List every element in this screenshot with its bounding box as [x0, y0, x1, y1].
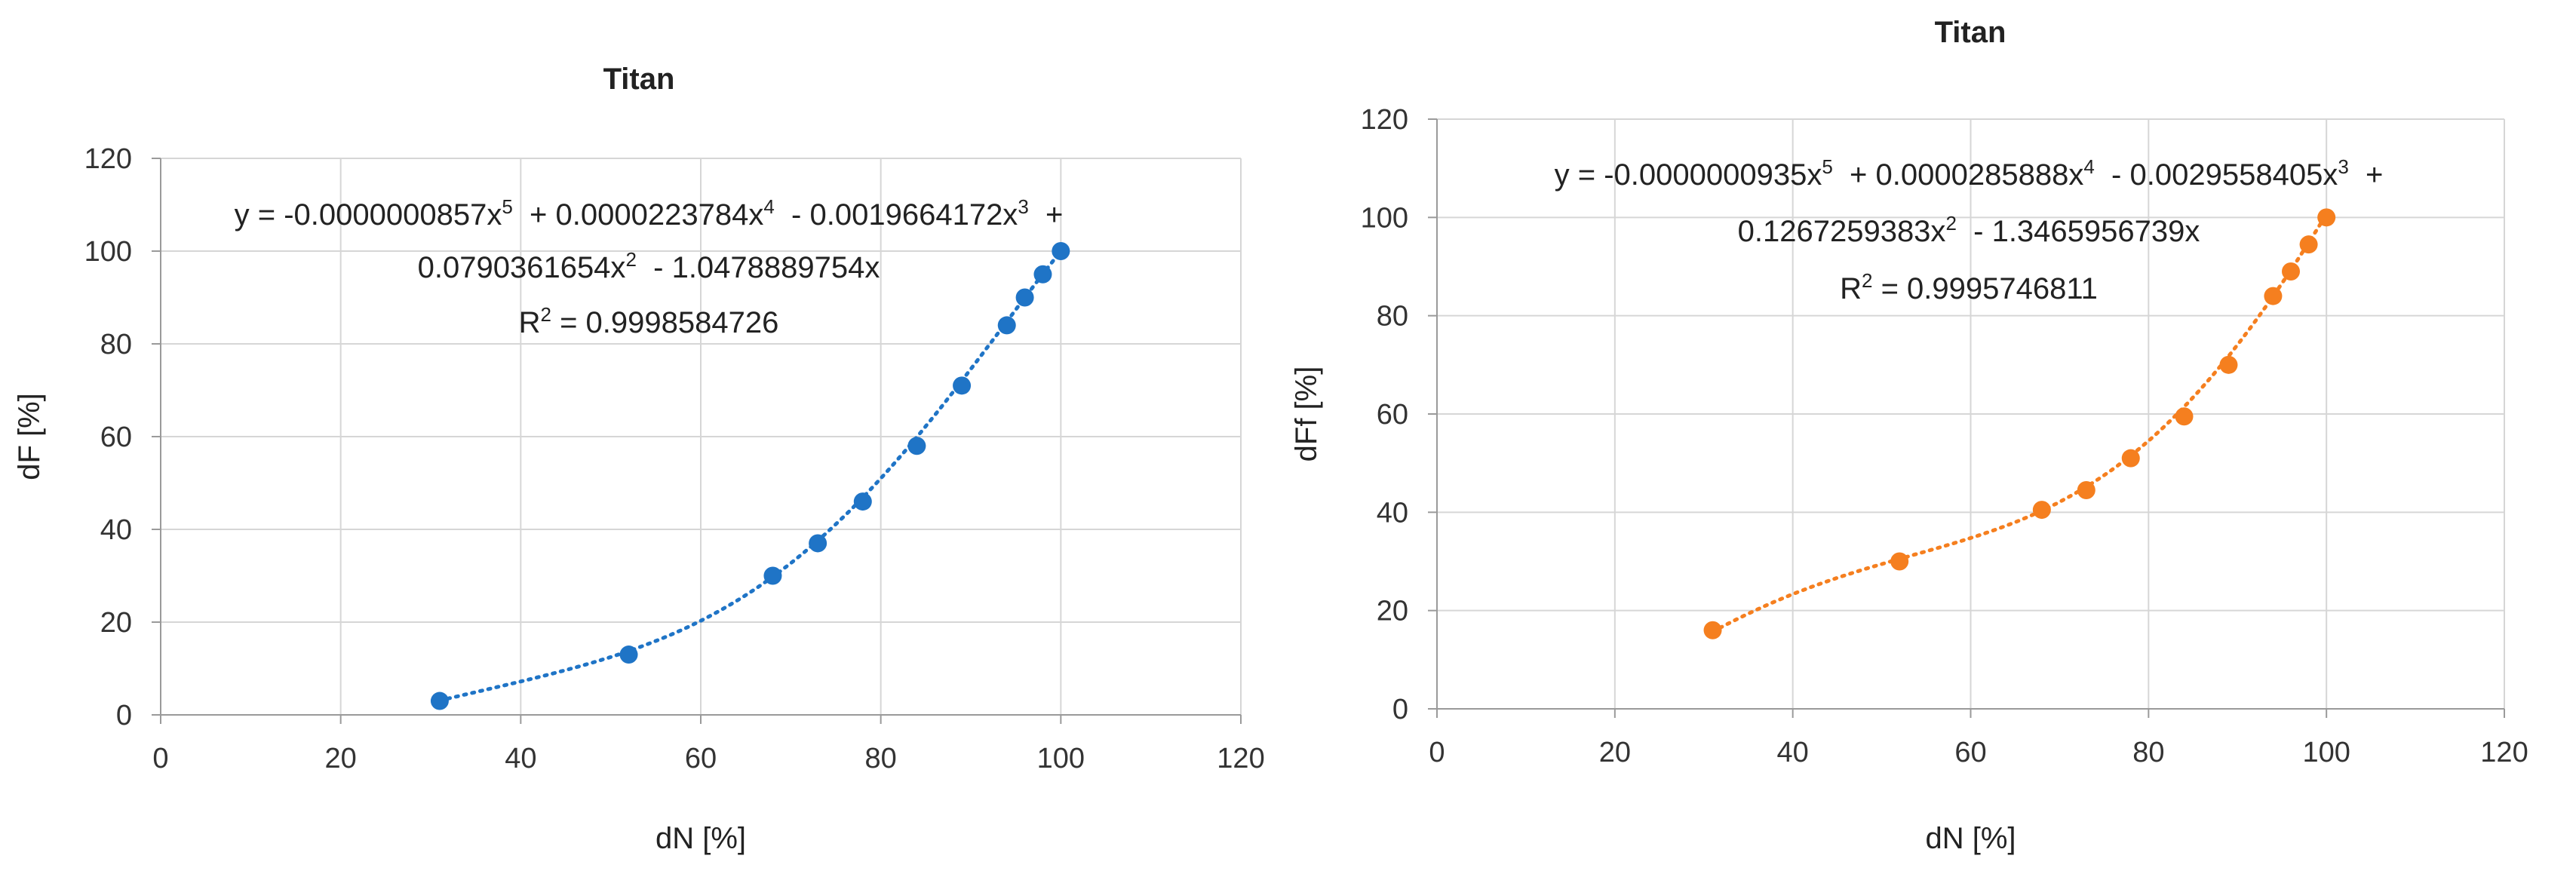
data-point: [907, 437, 926, 455]
chart-title: Titan: [1935, 16, 2006, 49]
chart-right: 0 20 40 60 80 100 120 0 20 40 60 80 100 120 Titan dN [%…: [1290, 16, 2528, 855]
x-tick-label: 100: [1037, 743, 1085, 774]
data-point: [1052, 242, 1070, 260]
equation-exponent: 2: [541, 303, 551, 326]
r-squared-label: R2 = 0.9995746811: [1840, 269, 2098, 305]
data-point: [619, 645, 638, 664]
data-point: [2175, 407, 2194, 426]
y-tick-label: 80: [100, 329, 132, 360]
data-point: [2121, 449, 2140, 468]
equation-exponent: 5: [502, 195, 512, 218]
equation-exponent: 4: [2083, 155, 2094, 178]
data-point: [2077, 481, 2095, 500]
x-tick-label: 80: [865, 743, 897, 774]
trendline-equation: y = -0.0000000935x5 + 0.0000285888x4 - 0…: [1555, 155, 2384, 192]
equation-text: + 0.0000285888x: [1833, 158, 2084, 192]
data-point: [2219, 355, 2238, 374]
x-tick-label: 60: [1954, 737, 1986, 768]
equation-text: R: [1840, 272, 1862, 305]
equation-text: = 0.9995746811: [1872, 272, 2097, 305]
trendline-equation: 0.0790361654x2 - 1.0478889754x: [418, 248, 880, 284]
data-point: [2299, 235, 2318, 254]
x-tick-label: 40: [1777, 737, 1809, 768]
y-tick-label: 100: [1361, 202, 1408, 234]
trendline-equation: y = -0.0000000857x5 + 0.0000223784x4 - 0…: [235, 195, 1064, 232]
x-tick-label: 20: [1599, 737, 1631, 768]
y-axis-label: dF [%]: [13, 393, 46, 480]
y-tick-label: 40: [1377, 497, 1408, 529]
equation-exponent: 5: [1822, 155, 1832, 178]
x-tick-label: 0: [1429, 737, 1445, 768]
data-point: [997, 316, 1016, 335]
x-axis-label: dN [%]: [1925, 822, 2016, 855]
y-tick-label: 0: [1392, 694, 1408, 725]
data-point: [1033, 265, 1052, 284]
data-point: [853, 492, 872, 511]
y-tick-label: 20: [1377, 596, 1408, 627]
equation-exponent: 2: [1862, 269, 1872, 292]
data-point: [809, 534, 827, 553]
x-tick-label: 40: [505, 743, 536, 774]
data-point: [2032, 501, 2051, 520]
y-tick-label: 40: [100, 514, 132, 546]
equation-text: - 0.0029558405x: [2095, 158, 2338, 192]
data-point: [430, 691, 449, 710]
chart-title: Titan: [603, 63, 675, 96]
equation-text: + 0.0000223784x: [513, 198, 764, 232]
equation-text: - 1.0478889754x: [637, 251, 880, 284]
data-point: [1890, 552, 1909, 571]
y-tick-label: 100: [84, 236, 132, 268]
equation-text: - 1.3465956739x: [1957, 215, 2200, 248]
trendline-equation: 0.1267259383x2 - 1.3465956739x: [1738, 212, 2200, 248]
equation-text: +: [2349, 158, 2384, 192]
r-squared-label: R2 = 0.9998584726: [519, 303, 779, 339]
x-tick-label: 80: [2132, 737, 2164, 768]
y-tick-label: 20: [100, 607, 132, 639]
equation-exponent: 3: [2338, 155, 2348, 178]
equation-text: +: [1029, 198, 1064, 232]
equation-exponent: 4: [763, 195, 774, 218]
y-tick-label: 80: [1377, 301, 1408, 333]
equation-text: y = -0.0000000935x: [1555, 158, 1822, 192]
equation-text: = 0.9998584726: [551, 306, 778, 339]
x-tick-label: 120: [2480, 737, 2528, 768]
data-point: [2317, 208, 2336, 227]
y-axis-label: dFf [%]: [1290, 366, 1323, 462]
data-point: [1015, 288, 1034, 307]
data-point: [2282, 262, 2300, 281]
y-tick-label: 60: [1377, 399, 1408, 431]
chart-left: 0 20 40 60 80 100 120 0 20 40 60 80 100 120 Titan dN [%…: [13, 63, 1265, 855]
x-tick-label: 20: [325, 743, 357, 774]
x-tick-label: 60: [685, 743, 717, 774]
equation-text: y = -0.0000000857x: [235, 198, 502, 232]
equation-text: - 0.0019664172x: [775, 198, 1018, 232]
x-tick-label: 120: [1217, 743, 1264, 774]
equation-exponent: 2: [625, 248, 636, 271]
data-point: [2264, 287, 2283, 305]
y-tick-label: 60: [100, 422, 132, 453]
data-point: [763, 566, 782, 585]
y-tick-label: 120: [1361, 104, 1408, 136]
equation-exponent: 2: [1945, 212, 1956, 235]
equation-text: 0.1267259383x: [1738, 215, 1946, 248]
x-tick-label: 100: [2302, 737, 2350, 768]
y-tick-label: 0: [116, 700, 132, 731]
equation-exponent: 3: [1018, 195, 1028, 218]
data-point: [1703, 621, 1722, 639]
y-tick-label: 120: [84, 143, 132, 175]
data-point: [953, 376, 972, 395]
x-axis-label: dN [%]: [656, 822, 746, 855]
equation-text: R: [519, 306, 541, 339]
equation-text: 0.0790361654x: [418, 251, 626, 284]
x-tick-label: 0: [152, 743, 168, 774]
